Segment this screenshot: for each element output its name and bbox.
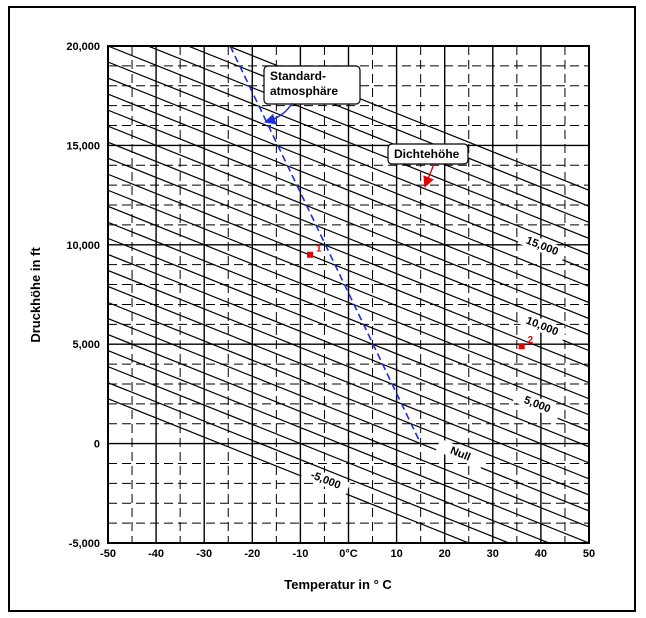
density-altitude-line <box>108 61 589 255</box>
standard-atmosphere-line <box>229 45 422 444</box>
density-altitude-line <box>108 141 589 336</box>
density-altitude-line <box>108 301 589 496</box>
density-altitude-line <box>108 109 589 304</box>
x-axis-title: Temperatur in ° C <box>284 577 392 592</box>
y-tick-label: -5,000 <box>69 538 100 550</box>
x-tick-label: -10 <box>292 548 308 560</box>
data-point-marker <box>518 343 525 350</box>
density-label: Null <box>448 445 472 464</box>
density-altitude-line <box>108 125 589 320</box>
density-altitude-line <box>108 350 589 543</box>
density-altitude-line <box>108 285 589 480</box>
callouts: Standard-atmosphäre Dichtehöhe <box>263 65 469 188</box>
y-axis-title: Druckhöhe in ft <box>28 247 43 343</box>
standard-callout-text: Standard- <box>270 69 326 83</box>
density-label-background <box>301 465 351 495</box>
y-tick-label: 5,000 <box>72 339 100 351</box>
x-tick-label: 30 <box>487 548 499 560</box>
density-altitude-line <box>108 157 589 352</box>
density-label-background <box>435 438 486 469</box>
x-tick-label: -40 <box>148 548 164 560</box>
standard-callout-box <box>263 65 361 105</box>
x-tick-label: 20 <box>439 548 451 560</box>
density-altitude-line <box>108 237 589 432</box>
x-tick-label: 50 <box>583 548 595 560</box>
density-altitude-line <box>108 93 589 288</box>
x-tick-label: -20 <box>244 548 260 560</box>
x-tick-label: 0°C <box>339 548 358 560</box>
density-altitude-line <box>146 46 589 223</box>
density-label-background <box>512 389 563 420</box>
x-tick-labels: -50 -40 -30 -20 -10 0°C 10 20 30 40 50 <box>100 548 595 560</box>
standard-callout-pointer <box>264 102 293 125</box>
x-tick-label: 10 <box>390 548 402 560</box>
density-altitude-line <box>108 398 471 543</box>
chart-frame <box>8 6 636 612</box>
density-label-background <box>517 231 567 261</box>
density-altitude-line <box>108 269 589 464</box>
density-label: 5,000 <box>522 394 552 415</box>
x-tick-label: -30 <box>196 548 212 560</box>
y-tick-label: 10,000 <box>66 240 100 252</box>
density-label: 15,000 <box>524 235 560 259</box>
data-point-label: 2 <box>528 335 534 346</box>
y-tick-label: 15,000 <box>66 140 100 152</box>
density-label-background <box>517 311 567 342</box>
x-tick-label: -50 <box>100 548 116 560</box>
density-callout-text: Dichtehöhe <box>394 147 460 161</box>
standard-atmosphere-path <box>229 45 422 444</box>
density-altitude-line <box>108 317 589 512</box>
density-altitude-line <box>108 382 511 543</box>
density-altitude-line <box>108 221 589 416</box>
density-altitude-line <box>108 253 589 448</box>
data-point-marker <box>307 251 314 258</box>
x-tick-label: 40 <box>535 548 547 560</box>
density-altitude-line <box>108 334 589 528</box>
data-points: 12 <box>307 244 534 350</box>
y-tick-label: 0 <box>94 439 100 451</box>
plot-border <box>107 45 590 544</box>
y-tick-labels: 20,000 15,000 10,000 5,000 0 -5,000 <box>66 41 100 550</box>
density-altitude-line <box>108 189 589 384</box>
density-altitude-line <box>108 46 589 239</box>
density-altitude-line <box>108 77 589 272</box>
density-altitude-line <box>108 173 589 368</box>
standard-callout-text: atmosphäre <box>270 84 338 98</box>
density-callout-box <box>387 143 469 165</box>
data-point-label: 1 <box>316 244 322 255</box>
density-altitude-lines <box>108 46 589 543</box>
density-label: -5,000 <box>309 469 342 492</box>
y-tick-label: 20,000 <box>66 41 100 53</box>
density-altitude-line <box>108 205 589 400</box>
density-altitude-line <box>108 366 551 543</box>
density-callout-pointer <box>423 163 435 188</box>
